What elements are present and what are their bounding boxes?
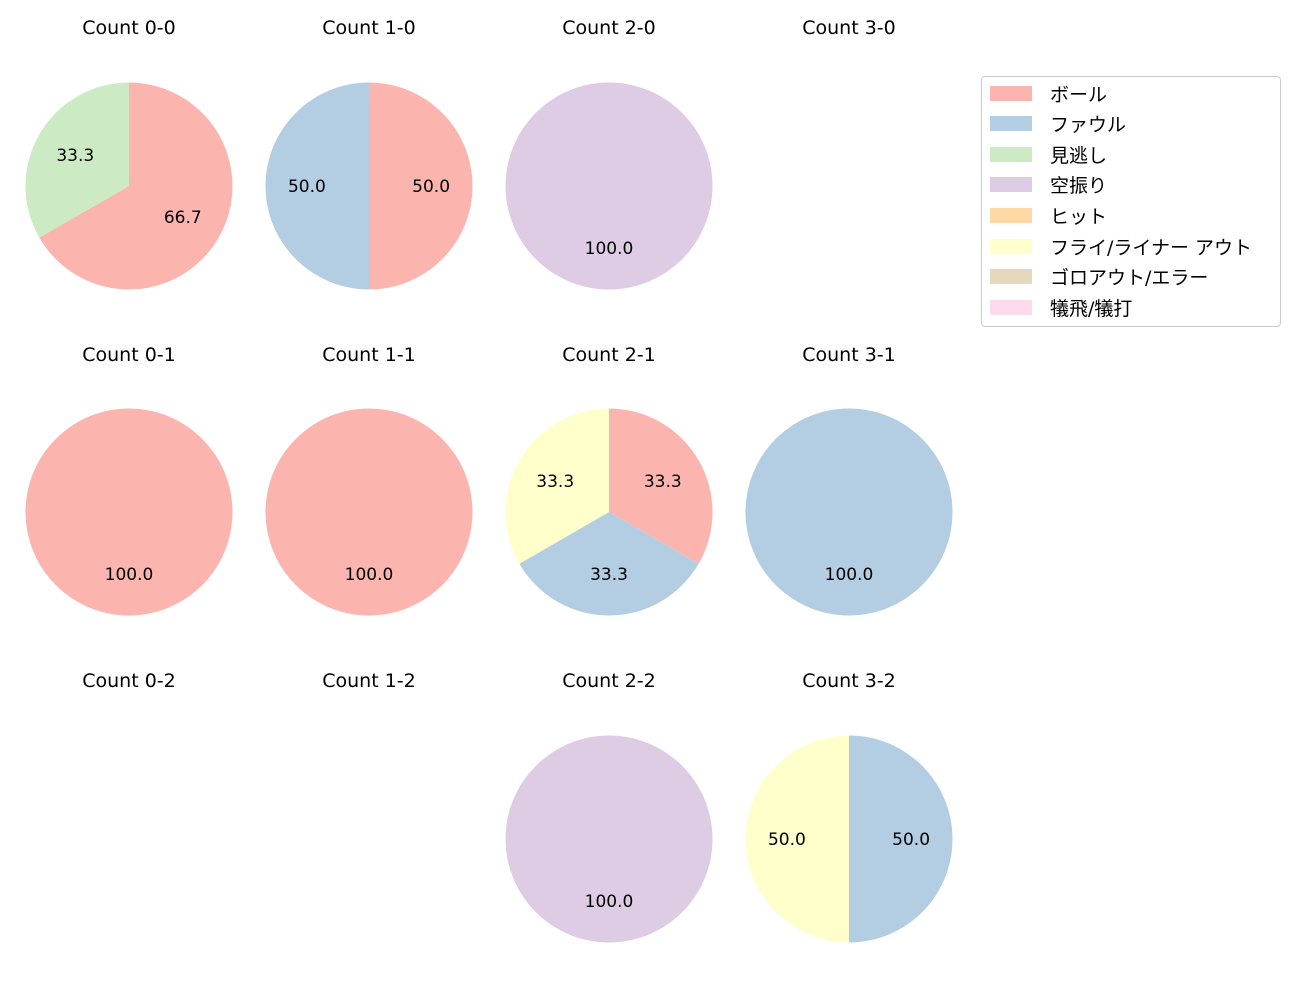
pie-slice-label: 33.3 [56, 146, 94, 166]
legend-item: ゴロアウト/エラー [990, 265, 1208, 289]
legend-swatch [990, 85, 1032, 101]
pie-chart: 66.7 33.3 [25, 82, 233, 290]
pie-slice [505, 408, 609, 564]
legend-swatch [990, 299, 1032, 315]
legend-item: ヒット [990, 203, 1108, 228]
pie-slice-label: 33.3 [536, 472, 574, 492]
legend-item: フライ/ライナー アウト [990, 234, 1253, 259]
pie-slice-label: 50.0 [412, 177, 450, 197]
pie-slice [39, 82, 233, 290]
legend-item: 見逃し [990, 142, 1108, 167]
pie-chart: 100.0 [745, 408, 953, 616]
pie-chart: 50.0 50.0 [265, 82, 473, 290]
pie-slice [505, 82, 713, 290]
pie-chart: 100.0 [505, 82, 713, 290]
legend-label: 空振り [1050, 175, 1108, 198]
pie-title: Count 0-0 [82, 17, 176, 39]
pie-slice [25, 82, 130, 238]
pie-title: Count 3-1 [802, 344, 896, 366]
pie-title: Count 1-1 [322, 344, 416, 366]
legend-label: フライ/ライナー アウト [1050, 236, 1253, 259]
pie-slice [609, 408, 713, 564]
pie-chart: 33.3 33.3 33.3 [505, 408, 713, 616]
legend-label: 犠飛/犠打 [1050, 297, 1133, 320]
pie-slice-label: 50.0 [288, 177, 326, 197]
pie-slice [25, 408, 233, 616]
pie-slice-label: 33.3 [644, 472, 682, 492]
pie-title: Count 0-1 [82, 344, 176, 366]
legend-swatch [990, 238, 1032, 254]
pie-slice [369, 82, 473, 290]
pie-slice [849, 735, 953, 943]
pie-slice-label: 100.0 [585, 892, 634, 912]
pie-slice [505, 735, 713, 943]
pie-chart: 50.0 50.0 [745, 735, 953, 943]
pie-slice-label: 33.3 [590, 565, 628, 585]
pie-slice-label: 100.0 [345, 565, 394, 585]
pie-slice-label: 100.0 [105, 565, 154, 585]
pie-chart: 100.0 [265, 408, 473, 616]
pie-title: Count 0-2 [82, 670, 176, 692]
pie-chart: 100.0 [505, 735, 713, 943]
legend-label: ボール [1050, 83, 1108, 106]
pie-title: Count 2-2 [562, 670, 656, 692]
pie-slice-label: 50.0 [892, 830, 930, 850]
legend-label: ファウル [1050, 114, 1127, 137]
legend-label: 見逃し [1050, 144, 1108, 167]
pie-title: Count 3-2 [802, 670, 896, 692]
pie-slice-label: 50.0 [768, 830, 806, 850]
pie-title: Count 2-1 [562, 344, 656, 366]
pie-slice [745, 735, 849, 943]
legend-swatch [990, 177, 1032, 193]
pie-slice [265, 408, 473, 616]
legend-swatch [990, 269, 1032, 285]
pie-slice-label: 66.7 [164, 208, 202, 228]
pie-title: Count 2-0 [562, 17, 656, 39]
legend-label: ヒット [1050, 205, 1108, 228]
pie-slice-label: 100.0 [825, 565, 874, 585]
legend-item: ボール [990, 81, 1108, 106]
pie-title: Count 1-0 [322, 17, 416, 39]
pie-slice [745, 408, 953, 616]
pie-slice-label: 100.0 [585, 239, 634, 259]
pie-chart: 100.0 [25, 408, 233, 616]
pie-slice [519, 512, 699, 616]
legend-label: ゴロアウト/エラー [1050, 267, 1209, 290]
legend-item: 犠飛/犠打 [990, 295, 1133, 320]
legend: ボールファウル見逃し空振りヒットフライ/ライナー アウト ゴロアウト/エラー 犠飛/… [981, 76, 1281, 327]
pie-title: Count 3-0 [802, 17, 896, 39]
pie-title: Count 1-2 [322, 670, 416, 692]
legend-swatch [990, 207, 1032, 223]
legend-swatch [990, 146, 1032, 162]
legend-item: 空振り [990, 173, 1107, 197]
legend-item: ファウル [990, 112, 1126, 136]
legend-swatch [990, 116, 1032, 132]
pie-slice [265, 82, 369, 290]
